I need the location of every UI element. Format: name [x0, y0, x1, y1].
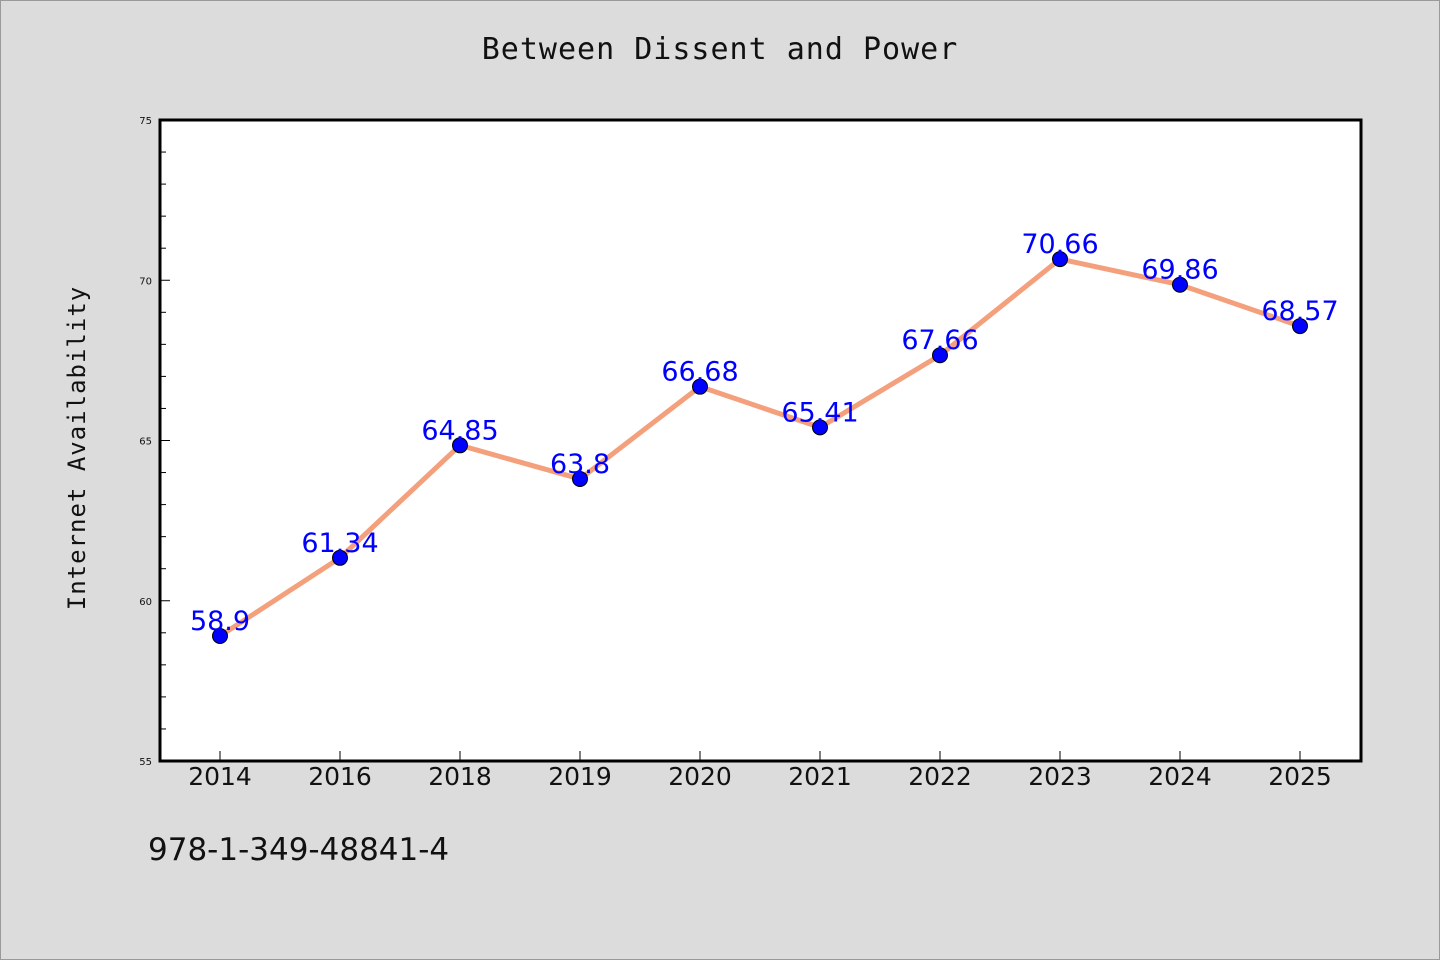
data-point — [812, 419, 828, 436]
data-point — [572, 470, 588, 487]
y-axis-label: Internet Availability — [63, 286, 91, 610]
data-label: 63.8 — [550, 449, 610, 480]
x-tick-label: 2019 — [548, 762, 612, 791]
data-points — [212, 251, 1308, 645]
isbn-text: 978-1-349-48841-4 — [148, 832, 450, 868]
chart-title: Between Dissent and Power — [481, 32, 959, 67]
data-point — [692, 378, 708, 395]
data-point — [212, 628, 228, 645]
y-axis: 55 60 65 70 75 — [139, 116, 170, 768]
data-point — [332, 549, 348, 566]
data-label: 67.66 — [901, 325, 978, 356]
y-tick-label: 75 — [139, 116, 152, 127]
x-tick-label: 2022 — [908, 762, 972, 791]
data-point — [1172, 276, 1188, 293]
data-labels: 58.9 61.34 64.85 63.8 66.68 65.41 67.66 70.66 69… — [190, 229, 1339, 637]
series-line — [217, 256, 1303, 639]
data-label: 68.57 — [1261, 296, 1338, 327]
x-axis: 2014 2016 2018 2019 2020 2021 2022 2023 2024 2025 — [188, 751, 1332, 791]
y-tick-label: 70 — [139, 276, 152, 287]
x-tick-label: 2024 — [1148, 762, 1212, 791]
x-tick-label: 2025 — [1268, 762, 1332, 791]
plot-area — [158, 118, 1363, 763]
x-tick-label: 2018 — [428, 762, 492, 791]
x-tick-label: 2021 — [788, 762, 852, 791]
data-label: 65.41 — [781, 397, 858, 428]
data-label: 66.68 — [661, 357, 738, 388]
data-point — [1052, 251, 1068, 268]
x-tick-label: 2020 — [668, 762, 732, 791]
data-point — [932, 347, 948, 364]
x-tick-label: 2023 — [1028, 762, 1092, 791]
data-label: 58.9 — [190, 606, 250, 637]
data-label: 61.34 — [301, 528, 378, 559]
data-label: 70.66 — [1021, 229, 1098, 260]
y-tick-label: 55 — [139, 757, 152, 768]
y-tick-label: 65 — [139, 437, 152, 448]
y-tick-label: 60 — [139, 597, 152, 608]
data-point — [452, 437, 468, 454]
data-label: 69.86 — [1141, 255, 1218, 286]
x-tick-label: 2016 — [308, 762, 372, 791]
x-tick-label: 2014 — [188, 762, 252, 791]
data-label: 64.85 — [421, 415, 498, 446]
data-point — [1292, 318, 1308, 335]
